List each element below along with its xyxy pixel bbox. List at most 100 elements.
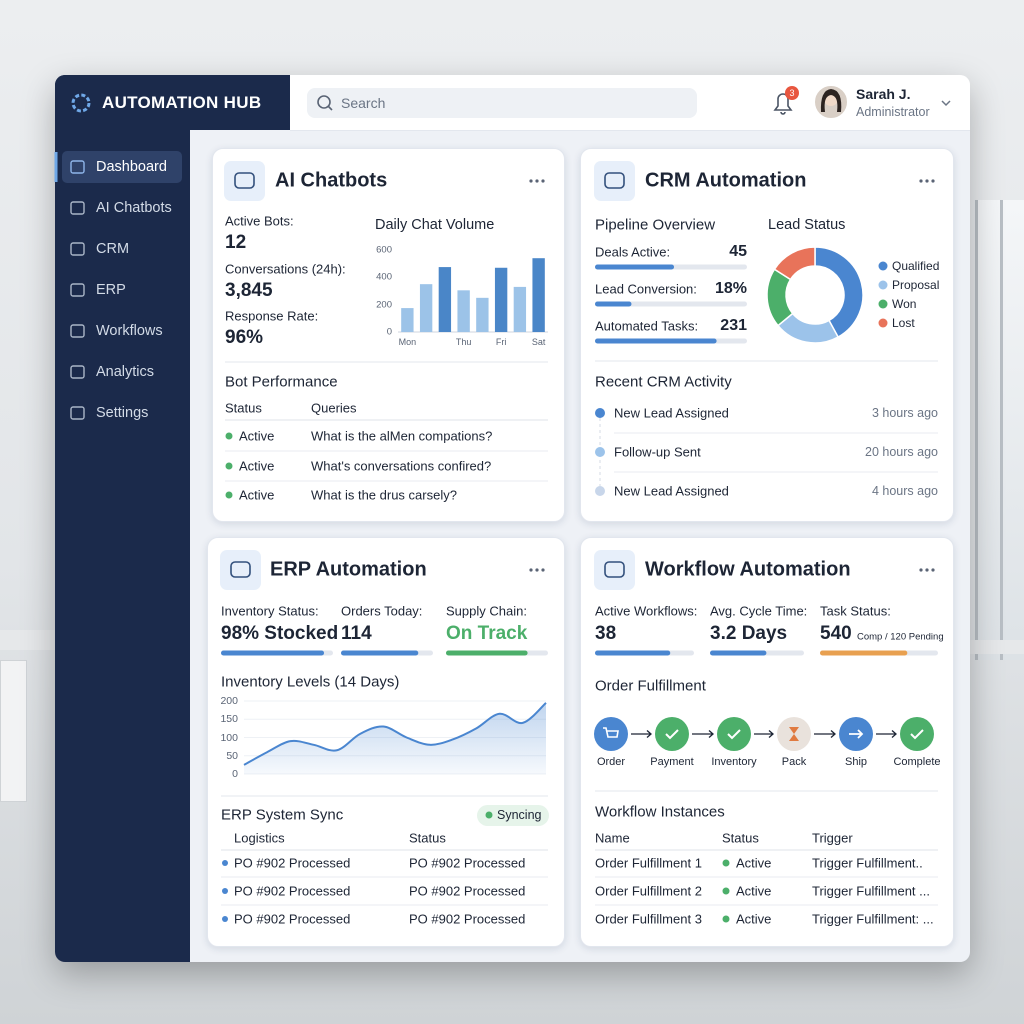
- nav-item[interactable]: Analytics: [96, 364, 155, 380]
- y-tick-label: 200: [220, 695, 238, 707]
- window-frame: [1000, 200, 1003, 660]
- card-icon-bg: [224, 161, 265, 201]
- stat-label: Automated Tasks:: [595, 318, 699, 334]
- column-header: Status: [722, 830, 759, 846]
- nav-item[interactable]: CRM: [96, 241, 130, 257]
- activity-time: 4 hours ago: [871, 484, 938, 498]
- query-text: What's conversations confired?: [311, 458, 492, 474]
- column-header: Name: [595, 830, 630, 846]
- column-header: Queries: [311, 400, 357, 416]
- stat-label: Active Bots:: [225, 213, 294, 229]
- query-text: What is the drus carsely?: [311, 487, 457, 503]
- instance-name: Order Fulfillment 1: [595, 855, 702, 871]
- status-text: PO #902 Processed: [409, 883, 526, 899]
- nav-item[interactable]: ERP: [96, 282, 126, 298]
- y-tick-label: 600: [376, 244, 392, 256]
- status-text: Active: [239, 487, 275, 503]
- section-title: Workflow Instances: [595, 803, 725, 821]
- activity-text: Follow-up Sent: [614, 444, 701, 460]
- desk: [0, 630, 55, 650]
- logistics-text: PO #902 Processed: [234, 911, 351, 927]
- card: [580, 537, 954, 947]
- y-tick-label: 100: [220, 731, 238, 744]
- stat-label: Active Workflows:: [595, 603, 698, 619]
- stat-label: Supply Chain:: [446, 603, 527, 619]
- y-tick-label: 200: [376, 299, 392, 311]
- sidebar: [55, 75, 190, 962]
- x-tick-label: Fri: [495, 337, 507, 347]
- status-text: Active: [239, 428, 275, 444]
- nav-item[interactable]: Settings: [96, 405, 149, 421]
- card-icon-bg: [594, 550, 635, 590]
- stat-label: Deals Active:: [595, 244, 671, 260]
- card-icon-bg: [220, 550, 261, 590]
- section-title: Recent CRM Activity: [595, 373, 732, 391]
- section-title: Pipeline Overview: [595, 216, 716, 234]
- desk-right: [970, 640, 1024, 654]
- instance-name: Order Fulfillment 3: [595, 911, 702, 927]
- logistics-text: PO #902 Processed: [234, 855, 351, 871]
- stat-value: 18%: [714, 280, 747, 297]
- logistics-text: PO #902 Processed: [234, 883, 351, 899]
- stat-value: 12: [225, 232, 247, 253]
- card-title: ERP Automation: [270, 558, 427, 581]
- step-label: Payment: [650, 756, 694, 768]
- status-text: Active: [736, 883, 772, 899]
- stat-value: 38: [595, 623, 617, 644]
- sync-pill: [477, 805, 549, 826]
- card-icon-bg: [594, 161, 635, 201]
- trigger-text: Trigger Fulfillment: ...: [812, 911, 934, 927]
- search-box[interactable]: [307, 88, 697, 118]
- notification-count: 3: [789, 88, 795, 98]
- nav-item[interactable]: AI Chatbots: [96, 200, 172, 216]
- stat-value: On Track: [446, 623, 528, 644]
- brand-title: AUTOMATION HUB: [102, 93, 262, 112]
- stat-label: Response Rate:: [225, 308, 319, 324]
- section-title: Bot Performance: [225, 373, 338, 391]
- sync-status: Syncing: [497, 808, 542, 822]
- stat-value: 96%: [225, 327, 264, 348]
- status-text: Active: [239, 458, 275, 474]
- stat-value: 3,845: [225, 280, 273, 301]
- stat-label: Conversations (24h):: [225, 261, 346, 277]
- stat-value: 98% Stocked: [221, 623, 339, 644]
- status-text: Active: [736, 911, 772, 927]
- step-label: Order: [596, 756, 626, 768]
- card-title: Workflow Automation: [645, 558, 851, 581]
- stat-value: 114: [341, 623, 372, 644]
- card: [212, 148, 565, 522]
- activity-time: 3 hours ago: [871, 406, 938, 420]
- x-tick-label: Mon: [398, 337, 417, 347]
- trigger-text: Trigger Fulfillment..: [812, 855, 923, 871]
- x-tick-label: Sat: [531, 337, 546, 347]
- y-tick-label: 0: [386, 326, 392, 338]
- stat-label: Lead Conversion:: [595, 281, 697, 297]
- user-name[interactable]: Sarah J.: [856, 86, 911, 102]
- stat-value: 540: [820, 623, 852, 644]
- stat-label: Avg. Cycle Time:: [710, 603, 808, 619]
- nav-item[interactable]: Workflows: [96, 323, 163, 339]
- column-header: Logistics: [234, 830, 285, 846]
- cabinet: [0, 660, 27, 802]
- card-title: CRM Automation: [645, 169, 807, 192]
- stat-label: Inventory Status:: [221, 603, 319, 619]
- activity-text: New Lead Assigned: [614, 405, 729, 421]
- chart-title: Inventory Levels (14 Days): [221, 673, 400, 691]
- status-text: PO #902 Processed: [409, 855, 526, 871]
- step-label: Complete: [893, 756, 941, 768]
- nav-item[interactable]: Dashboard: [96, 159, 167, 175]
- stat-label: Task Status:: [820, 603, 891, 619]
- activity-time: 20 hours ago: [865, 445, 938, 459]
- instance-name: Order Fulfillment 2: [595, 883, 702, 899]
- chart-title: Lead Status: [768, 217, 846, 233]
- y-tick-label: 0: [232, 768, 238, 780]
- step-label: Inventory: [711, 756, 757, 768]
- search-placeholder[interactable]: Search: [341, 95, 386, 111]
- x-tick-label: Thu: [455, 337, 472, 347]
- legend-label: Won: [892, 297, 917, 311]
- step-label: Ship: [844, 756, 868, 768]
- stat-label: Orders Today:: [341, 603, 423, 619]
- legend-label: Proposal: [892, 278, 940, 292]
- card: [580, 148, 954, 522]
